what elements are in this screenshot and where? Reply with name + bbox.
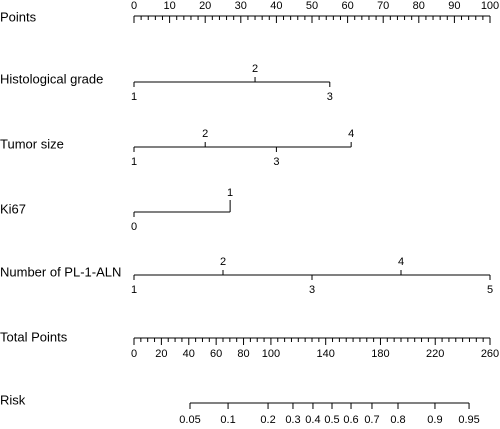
tick-label: 180 bbox=[371, 348, 389, 360]
level-label: 2 bbox=[220, 256, 226, 268]
tick-label: 140 bbox=[317, 348, 335, 360]
level-label: 3 bbox=[327, 91, 333, 103]
risk-label: 0.3 bbox=[285, 414, 300, 424]
level-label: 1 bbox=[131, 156, 137, 168]
level-label: 1 bbox=[131, 284, 137, 296]
level-label: 4 bbox=[348, 128, 354, 140]
risk-label: 0.05 bbox=[179, 414, 200, 424]
level-label: 1 bbox=[131, 91, 137, 103]
risk-label: 0.1 bbox=[220, 414, 235, 424]
tick-label: 80 bbox=[413, 0, 425, 12]
tick-label: 100 bbox=[481, 0, 499, 12]
level-label: 1 bbox=[227, 187, 233, 199]
level-label: 2 bbox=[202, 128, 208, 140]
tick-label: 10 bbox=[163, 0, 175, 12]
row-label: Histological grade bbox=[0, 71, 103, 86]
tick-label: 40 bbox=[183, 348, 195, 360]
level-label: 3 bbox=[273, 156, 279, 168]
tick-label: 40 bbox=[270, 0, 282, 12]
tick-label: 60 bbox=[341, 0, 353, 12]
level-label: 0 bbox=[131, 221, 137, 233]
row-label: Ki67 bbox=[0, 201, 26, 216]
tick-label: 50 bbox=[306, 0, 318, 12]
tick-label: 20 bbox=[155, 348, 167, 360]
tick-label: 90 bbox=[448, 0, 460, 12]
risk-label: 0.4 bbox=[305, 414, 320, 424]
level-label: 4 bbox=[398, 256, 404, 268]
risk-label: 0.8 bbox=[390, 414, 405, 424]
risk-label: 0.7 bbox=[364, 414, 379, 424]
row-label: Total Points bbox=[0, 329, 68, 344]
tick-label: 220 bbox=[426, 348, 444, 360]
level-label: 3 bbox=[309, 284, 315, 296]
tick-label: 80 bbox=[237, 348, 249, 360]
row-label: Points bbox=[0, 9, 37, 24]
tick-label: 100 bbox=[262, 348, 280, 360]
risk-label: 0.2 bbox=[260, 414, 275, 424]
level-label: 2 bbox=[252, 63, 258, 75]
level-label: 5 bbox=[487, 284, 493, 296]
risk-label: 0.6 bbox=[343, 414, 358, 424]
risk-label: 0.9 bbox=[427, 414, 442, 424]
tick-label: 260 bbox=[481, 348, 499, 360]
tick-label: 30 bbox=[235, 0, 247, 12]
tick-label: 0 bbox=[131, 0, 137, 12]
tick-label: 70 bbox=[377, 0, 389, 12]
tick-label: 0 bbox=[131, 348, 137, 360]
risk-label: 0.95 bbox=[458, 414, 479, 424]
tick-label: 20 bbox=[199, 0, 211, 12]
row-label: Tumor size bbox=[0, 136, 64, 151]
row-label: Number of PL-1-ALN bbox=[0, 264, 121, 279]
tick-label: 60 bbox=[210, 348, 222, 360]
row-label: Risk bbox=[0, 392, 26, 407]
risk-label: 0.5 bbox=[324, 414, 339, 424]
